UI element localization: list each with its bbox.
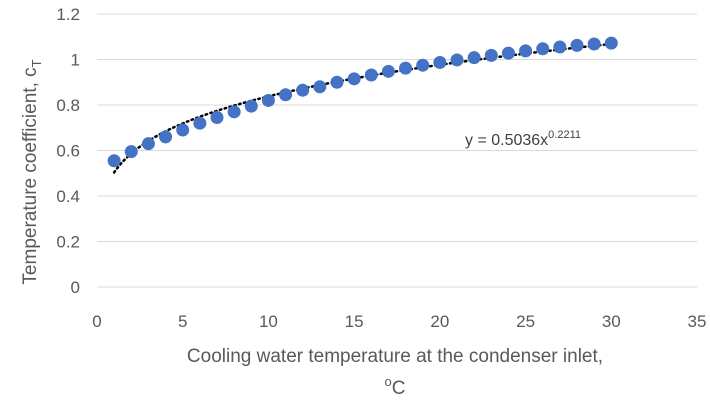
y-tick-label: 0.4 xyxy=(56,187,80,206)
y-axis-title-subscript: T xyxy=(29,59,44,67)
data-point xyxy=(433,55,447,69)
data-point xyxy=(210,111,224,125)
x-tick-label: 15 xyxy=(345,312,364,331)
y-tick-label: 0 xyxy=(71,278,80,297)
y-tick-label: 1 xyxy=(71,51,80,70)
y-tick-label: 0.2 xyxy=(56,233,80,252)
y-tick-label: 0.8 xyxy=(56,96,80,115)
data-point xyxy=(381,64,395,78)
data-point xyxy=(347,72,361,86)
data-point xyxy=(330,75,344,89)
x-tick-label: 20 xyxy=(430,312,449,331)
data-point xyxy=(296,83,310,97)
data-point xyxy=(570,38,584,52)
x-tick-label: 5 xyxy=(178,312,187,331)
x-tick-label: 10 xyxy=(259,312,278,331)
data-point xyxy=(159,130,173,144)
x-tick-label: 35 xyxy=(688,312,707,331)
y-tick-labels: 0 0.2 0.4 0.6 0.8 1 1.2 xyxy=(56,5,80,297)
data-point xyxy=(261,93,275,107)
data-point xyxy=(193,116,207,130)
x-tick-label: 25 xyxy=(516,312,535,331)
data-point xyxy=(124,145,138,159)
data-point xyxy=(399,61,413,75)
trendline-equation: y = 0.5036x0.2211 xyxy=(465,129,581,149)
data-point xyxy=(107,154,121,168)
data-point xyxy=(501,46,515,60)
trendline-exponent: 0.2211 xyxy=(548,129,581,141)
x-tick-labels: 0 5 10 15 20 25 30 35 xyxy=(92,312,706,331)
data-point xyxy=(279,88,293,102)
data-point xyxy=(604,36,618,50)
data-point xyxy=(467,51,481,65)
data-point xyxy=(227,105,241,119)
y-tick-label: 0.6 xyxy=(56,142,80,161)
x-tick-label: 30 xyxy=(602,312,621,331)
data-point xyxy=(536,42,550,56)
gridlines xyxy=(97,13,697,242)
y-axis-title: Temperature coefficient, cT xyxy=(20,59,44,284)
data-point xyxy=(244,99,258,113)
data-point xyxy=(141,137,155,151)
data-point xyxy=(450,53,464,67)
data-point xyxy=(313,80,327,94)
data-point xyxy=(364,68,378,82)
data-point xyxy=(484,48,498,62)
data-point xyxy=(416,58,430,72)
data-point xyxy=(553,40,567,54)
power-trendline xyxy=(112,42,613,174)
x-axis-title: Cooling water temperature at the condens… xyxy=(187,346,603,367)
y-tick-label: 1.2 xyxy=(56,5,80,24)
x-axis-unit-superscript: o xyxy=(385,374,392,389)
data-points xyxy=(107,36,618,168)
data-point xyxy=(519,44,533,58)
data-point xyxy=(587,37,601,51)
x-axis-unit: C xyxy=(392,378,406,399)
x-tick-label: 0 xyxy=(92,312,101,331)
data-point xyxy=(176,123,190,137)
x-axis-title-unit: oC xyxy=(385,374,406,399)
